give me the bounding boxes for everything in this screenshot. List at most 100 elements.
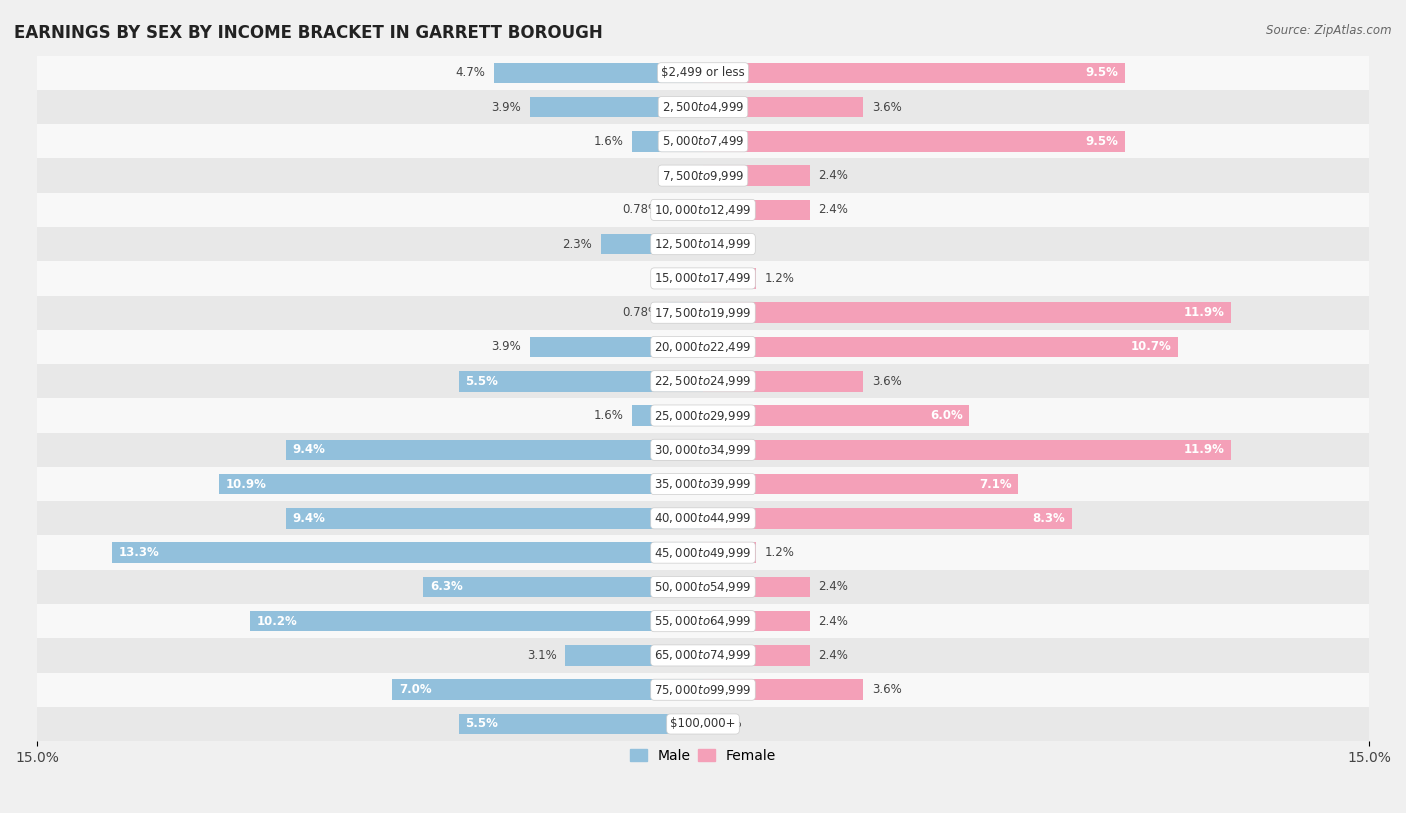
Text: 7.0%: 7.0% bbox=[399, 683, 432, 696]
Bar bbox=[37, 433, 1369, 467]
Bar bbox=[219, 474, 703, 494]
Text: 3.1%: 3.1% bbox=[527, 649, 557, 662]
Bar bbox=[37, 706, 1369, 741]
Text: $35,000 to $39,999: $35,000 to $39,999 bbox=[654, 477, 752, 491]
Text: 3.6%: 3.6% bbox=[872, 375, 901, 388]
Text: $75,000 to $99,999: $75,000 to $99,999 bbox=[654, 683, 752, 697]
Text: 10.2%: 10.2% bbox=[257, 615, 298, 628]
Text: 3.6%: 3.6% bbox=[872, 101, 901, 114]
Bar bbox=[631, 405, 703, 426]
Text: 0.78%: 0.78% bbox=[623, 307, 659, 320]
Text: $15,000 to $17,499: $15,000 to $17,499 bbox=[654, 272, 752, 285]
Text: 2.4%: 2.4% bbox=[818, 649, 848, 662]
Text: 5.5%: 5.5% bbox=[465, 375, 498, 388]
Bar bbox=[37, 124, 1369, 159]
Text: 9.5%: 9.5% bbox=[1085, 135, 1118, 148]
Bar bbox=[703, 542, 756, 563]
Bar bbox=[530, 337, 703, 357]
Bar bbox=[703, 131, 1125, 151]
Bar bbox=[458, 714, 703, 734]
Bar bbox=[600, 234, 703, 254]
Text: 11.9%: 11.9% bbox=[1184, 443, 1225, 456]
Bar bbox=[37, 398, 1369, 433]
Bar bbox=[703, 63, 1125, 83]
Bar bbox=[703, 680, 863, 700]
Bar bbox=[37, 261, 1369, 296]
Text: 5.5%: 5.5% bbox=[465, 718, 498, 731]
Bar bbox=[37, 159, 1369, 193]
Text: 2.3%: 2.3% bbox=[562, 237, 592, 250]
Text: 10.7%: 10.7% bbox=[1130, 341, 1171, 354]
Bar bbox=[392, 680, 703, 700]
Text: $30,000 to $34,999: $30,000 to $34,999 bbox=[654, 443, 752, 457]
Text: 11.9%: 11.9% bbox=[1184, 307, 1225, 320]
Bar bbox=[703, 371, 863, 392]
Text: $5,000 to $7,499: $5,000 to $7,499 bbox=[662, 134, 744, 148]
Bar bbox=[423, 576, 703, 598]
Bar bbox=[458, 371, 703, 392]
Text: 8.3%: 8.3% bbox=[1032, 512, 1064, 525]
Bar bbox=[112, 542, 703, 563]
Bar bbox=[703, 508, 1071, 528]
Bar bbox=[530, 97, 703, 117]
Bar bbox=[37, 672, 1369, 706]
Bar bbox=[285, 440, 703, 460]
Bar bbox=[703, 302, 1232, 323]
Text: $22,500 to $24,999: $22,500 to $24,999 bbox=[654, 374, 752, 389]
Text: 2.4%: 2.4% bbox=[818, 615, 848, 628]
Text: 4.7%: 4.7% bbox=[456, 67, 485, 80]
Text: $25,000 to $29,999: $25,000 to $29,999 bbox=[654, 408, 752, 423]
Text: $17,500 to $19,999: $17,500 to $19,999 bbox=[654, 306, 752, 320]
Bar bbox=[37, 604, 1369, 638]
Bar bbox=[285, 508, 703, 528]
Bar bbox=[37, 467, 1369, 501]
Bar bbox=[495, 63, 703, 83]
Bar bbox=[37, 364, 1369, 398]
Text: $65,000 to $74,999: $65,000 to $74,999 bbox=[654, 649, 752, 663]
Text: 0.0%: 0.0% bbox=[711, 237, 741, 250]
Bar bbox=[703, 200, 810, 220]
Bar bbox=[37, 90, 1369, 124]
Bar bbox=[250, 611, 703, 632]
Text: $10,000 to $12,499: $10,000 to $12,499 bbox=[654, 203, 752, 217]
Text: 7.1%: 7.1% bbox=[979, 477, 1011, 490]
Text: 0.0%: 0.0% bbox=[711, 718, 741, 731]
Bar bbox=[37, 638, 1369, 672]
Text: Source: ZipAtlas.com: Source: ZipAtlas.com bbox=[1267, 24, 1392, 37]
Text: 0.0%: 0.0% bbox=[665, 272, 695, 285]
Text: $55,000 to $64,999: $55,000 to $64,999 bbox=[654, 614, 752, 628]
Text: 10.9%: 10.9% bbox=[225, 477, 267, 490]
Text: $2,499 or less: $2,499 or less bbox=[661, 67, 745, 80]
Text: $7,500 to $9,999: $7,500 to $9,999 bbox=[662, 168, 744, 183]
Text: 0.0%: 0.0% bbox=[665, 169, 695, 182]
Text: 6.0%: 6.0% bbox=[929, 409, 963, 422]
Text: $20,000 to $22,499: $20,000 to $22,499 bbox=[654, 340, 752, 354]
Text: 2.4%: 2.4% bbox=[818, 169, 848, 182]
Text: 9.4%: 9.4% bbox=[292, 443, 325, 456]
Bar bbox=[668, 302, 703, 323]
Text: 3.6%: 3.6% bbox=[872, 683, 901, 696]
Bar bbox=[703, 268, 756, 289]
Bar bbox=[703, 165, 810, 186]
Bar bbox=[37, 55, 1369, 90]
Text: 3.9%: 3.9% bbox=[491, 341, 522, 354]
Bar bbox=[37, 536, 1369, 570]
Bar bbox=[703, 646, 810, 666]
Bar bbox=[37, 570, 1369, 604]
Text: 1.2%: 1.2% bbox=[765, 546, 794, 559]
Bar bbox=[668, 200, 703, 220]
Bar bbox=[703, 97, 863, 117]
Bar bbox=[37, 330, 1369, 364]
Bar bbox=[703, 440, 1232, 460]
Text: $50,000 to $54,999: $50,000 to $54,999 bbox=[654, 580, 752, 593]
Text: 9.4%: 9.4% bbox=[292, 512, 325, 525]
Text: 2.4%: 2.4% bbox=[818, 203, 848, 216]
Bar bbox=[703, 611, 810, 632]
Text: $12,500 to $14,999: $12,500 to $14,999 bbox=[654, 237, 752, 251]
Bar bbox=[703, 337, 1178, 357]
Text: $45,000 to $49,999: $45,000 to $49,999 bbox=[654, 546, 752, 559]
Text: EARNINGS BY SEX BY INCOME BRACKET IN GARRETT BOROUGH: EARNINGS BY SEX BY INCOME BRACKET IN GAR… bbox=[14, 24, 603, 42]
Text: 6.3%: 6.3% bbox=[430, 580, 463, 593]
Text: 9.5%: 9.5% bbox=[1085, 67, 1118, 80]
Text: 1.6%: 1.6% bbox=[593, 409, 623, 422]
